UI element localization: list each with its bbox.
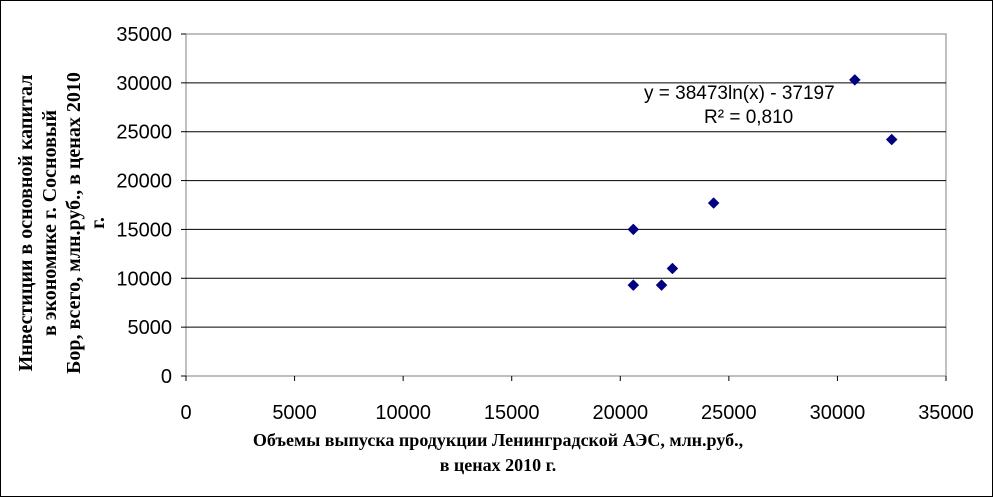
x-tick-label: 35000 bbox=[918, 402, 974, 424]
gridlines bbox=[186, 82, 946, 328]
y-axis-ticks: 0 5000 10000 15000 20000 25000 30000 35000 bbox=[116, 24, 186, 388]
y-tick-label: 30000 bbox=[116, 73, 172, 95]
plot-area bbox=[185, 33, 947, 377]
trendline-equation: y = 38473ln(x) - 37197 bbox=[644, 83, 835, 104]
data-point-marker bbox=[707, 197, 720, 209]
y-axis-title-line-4: г. bbox=[87, 217, 109, 229]
data-point-marker bbox=[666, 262, 679, 275]
y-tick-label: 15000 bbox=[116, 219, 172, 241]
x-tick-label: 10000 bbox=[375, 402, 431, 424]
x-axis-title-line-1: Объемы выпуска продукции Ленинградской А… bbox=[253, 430, 743, 450]
x-tick-label: 5000 bbox=[272, 402, 317, 424]
y-tick-label: 0 bbox=[161, 366, 172, 388]
data-point-marker bbox=[627, 279, 640, 291]
x-tick-label: 25000 bbox=[701, 402, 757, 424]
data-point-marker bbox=[848, 74, 861, 86]
y-tick-label: 20000 bbox=[116, 171, 172, 193]
x-axis-title-line-2: в ценах 2010 г. bbox=[440, 455, 557, 475]
x-tick-label: 20000 bbox=[592, 402, 648, 424]
y-tick-label: 25000 bbox=[116, 122, 172, 144]
y-axis-title-line-2: в экономике г. Сосновый bbox=[39, 110, 61, 336]
y-axis-title: Инвестиции в основной капитал в экономик… bbox=[15, 72, 109, 374]
data-points bbox=[627, 74, 898, 291]
data-point-marker bbox=[627, 223, 640, 236]
data-point-marker bbox=[885, 133, 898, 146]
x-tick-label: 30000 bbox=[810, 402, 866, 424]
y-tick-label: 10000 bbox=[116, 268, 172, 290]
data-point-marker bbox=[655, 279, 668, 291]
y-tick-label: 35000 bbox=[116, 24, 172, 46]
y-axis-title-line-3: Бор, всего, млн.руб., в ценах 2010 bbox=[63, 72, 85, 374]
x-axis-ticks: 0 5000 10000 15000 20000 25000 30000 35000 bbox=[180, 376, 974, 424]
x-tick-label: 15000 bbox=[484, 402, 540, 424]
y-tick-label: 5000 bbox=[128, 317, 173, 339]
y-axis-title-line-1: Инвестиции в основной капитал bbox=[15, 75, 37, 372]
x-tick-label: 0 bbox=[180, 402, 191, 424]
r-squared-label: R² = 0,810 bbox=[704, 107, 793, 128]
